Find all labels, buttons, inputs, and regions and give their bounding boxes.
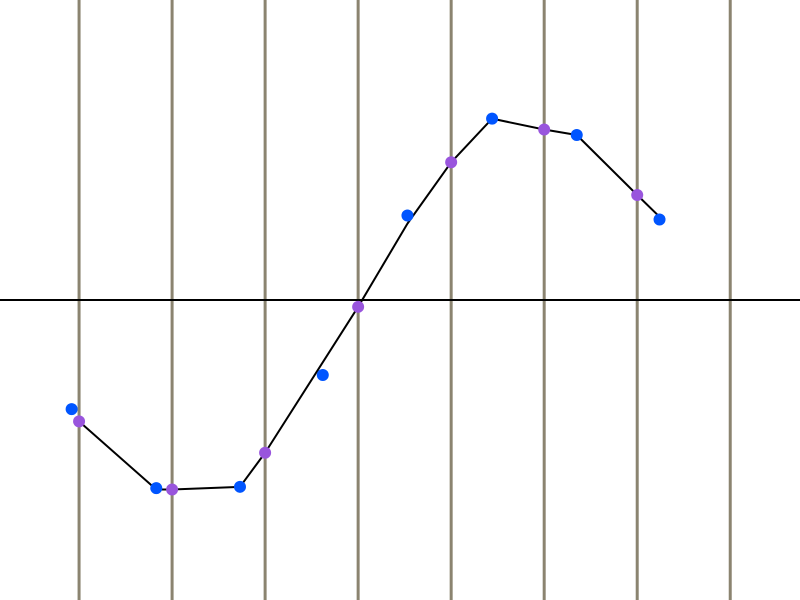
purple-data-point [259,446,272,459]
blue-data-point [653,213,666,226]
series-marker-group [65,112,666,496]
purple-data-point [445,156,458,169]
purple-data-point [352,300,365,313]
purple-data-point [631,189,644,201]
blue-data-point [401,209,414,222]
blue-data-point [150,482,163,495]
blue-data-point [234,480,246,493]
purple-data-point [166,483,179,496]
blue-data-point [65,403,78,416]
purple-data-point [538,123,551,136]
blue-data-point [570,129,583,141]
blue-data-point [316,369,329,381]
purple-data-point [73,415,86,428]
blue-data-point [486,112,499,125]
